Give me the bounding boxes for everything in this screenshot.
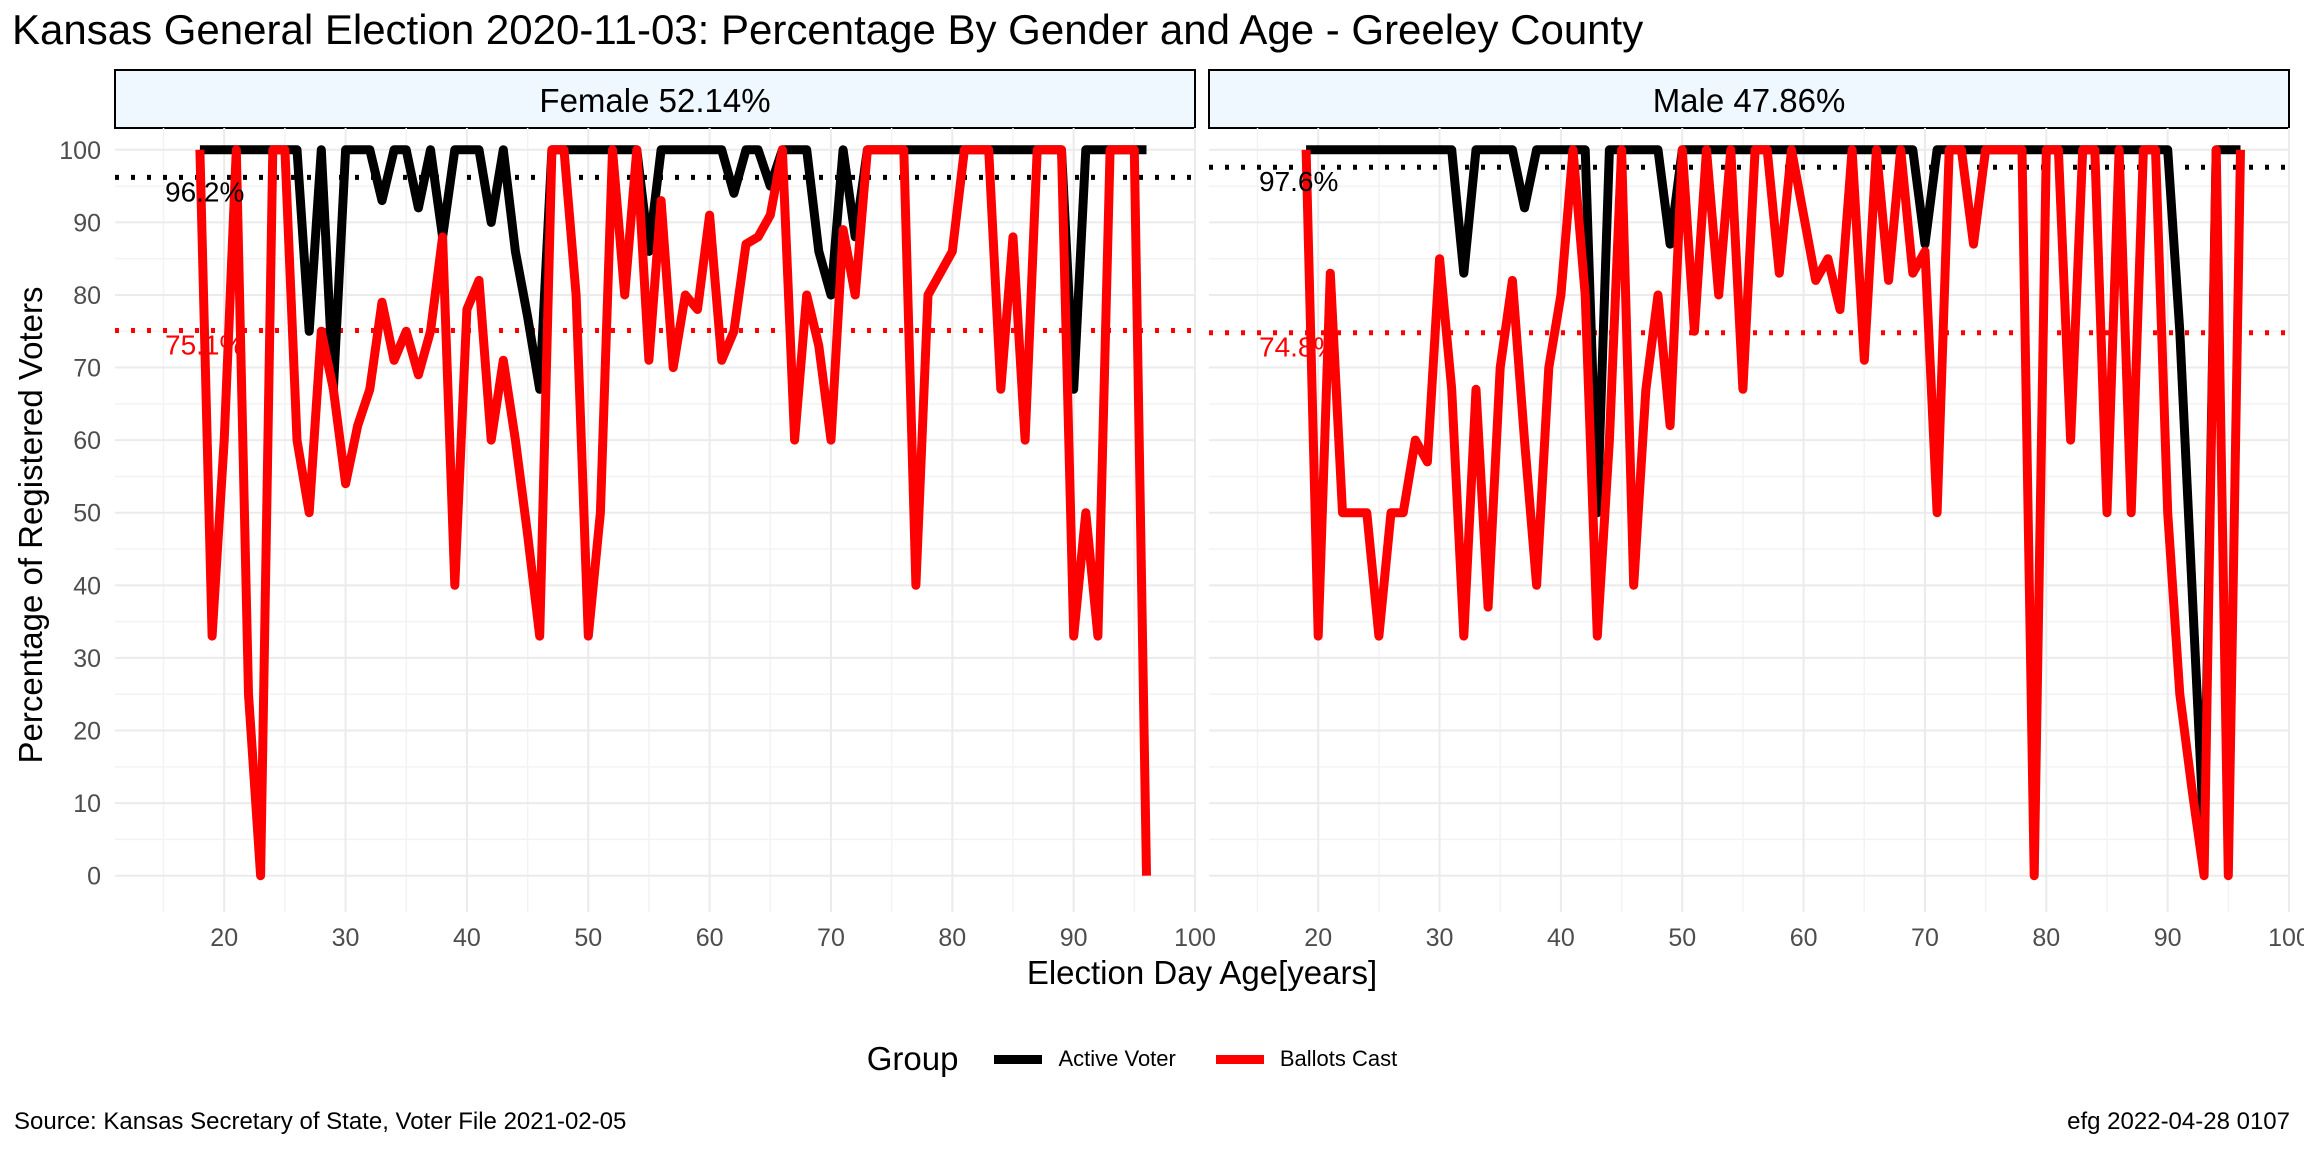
x-tick-label: 50	[1668, 924, 1696, 952]
y-axis-title: Percentage of Registered Voters	[12, 287, 49, 764]
x-ticks-male: 20 30 40 50 60 70 80 90 100	[1304, 924, 2304, 952]
series-male	[1301, 145, 2245, 881]
x-tick-label: 90	[2154, 924, 2182, 952]
legend-item-ballots: Ballots Cast	[1215, 1046, 1398, 1072]
ref-label-ballots-female: 75.1%	[165, 330, 244, 361]
x-tick-label: 80	[2032, 924, 2060, 952]
y-tick-label: 60	[73, 427, 101, 455]
x-tick-label: 70	[817, 924, 845, 952]
series-line-ballots-cast	[1301, 145, 2245, 881]
strip-female	[114, 69, 1196, 129]
ref-label-active-female: 96.2%	[165, 176, 244, 207]
legend-label-active: Active Voter	[1058, 1046, 1176, 1071]
ref-label-ballots-male: 74.8%	[1259, 332, 1338, 363]
ref-label-active-male: 97.6%	[1259, 166, 1338, 197]
x-tick-label: 60	[696, 924, 724, 952]
x-tick-label: 30	[1426, 924, 1454, 952]
legend-key-ballots	[1215, 1054, 1264, 1064]
y-tick-label: 50	[73, 500, 101, 528]
y-tick-label: 10	[73, 790, 101, 818]
x-tick-label: 90	[1060, 924, 1088, 952]
panel-female: Female 52.14% 96.2% 75.1% 20 30 40 50 60 70 80…	[114, 69, 1216, 952]
series-female	[195, 145, 1151, 881]
x-tick-label: 50	[574, 924, 602, 952]
x-tick-label: 70	[1911, 924, 1939, 952]
y-tick-label: 30	[73, 645, 101, 673]
legend-item-active: Active Voter	[994, 1046, 1176, 1072]
y-tick-label: 0	[87, 863, 101, 891]
legend-label-ballots: Ballots Cast	[1279, 1046, 1398, 1071]
series-line-ballots-cast	[195, 145, 1151, 881]
strip-label-female: Female 52.14%	[539, 82, 770, 119]
source-caption: Source: Kansas Secretary of State, Voter…	[14, 1108, 627, 1135]
x-tick-label: 30	[332, 924, 360, 952]
y-ticks: 0 10 20 30 40 50 60 70 80 90 100	[59, 137, 101, 891]
y-tick-label: 70	[73, 355, 101, 383]
legend-title: Group	[866, 1040, 959, 1077]
chart-title: Kansas General Election 2020-11-03: Perc…	[12, 6, 1644, 53]
x-tick-label: 80	[938, 924, 966, 952]
y-tick-label: 90	[73, 209, 101, 237]
panel-male: Male 47.86% 97.6% 74.8% 20 30 40 50 60 70 80 90…	[1208, 69, 2304, 952]
x-axis-title: Election Day Age[years]	[1027, 954, 1377, 991]
x-tick-label: 60	[1790, 924, 1818, 952]
y-tick-label: 100	[59, 137, 101, 165]
x-ticks-female: 20 30 40 50 60 70 80 90 100	[210, 924, 1216, 952]
x-tick-label: 100	[1174, 924, 1216, 952]
x-tick-label: 20	[210, 924, 238, 952]
y-tick-label: 80	[73, 282, 101, 310]
x-tick-label: 20	[1304, 924, 1332, 952]
y-tick-label: 20	[73, 718, 101, 746]
x-tick-label: 40	[1547, 924, 1575, 952]
legend-key-active	[994, 1054, 1043, 1064]
legend: Group Active Voter Ballots Cast	[0, 1040, 2304, 1078]
strip-male	[1208, 69, 2290, 129]
x-tick-label: 40	[453, 924, 481, 952]
strip-label-male: Male 47.86%	[1653, 82, 1846, 119]
y-tick-label: 40	[73, 572, 101, 600]
x-tick-label: 100	[2268, 924, 2304, 952]
author-stamp: efg 2022-04-28 0107	[2067, 1108, 2290, 1135]
